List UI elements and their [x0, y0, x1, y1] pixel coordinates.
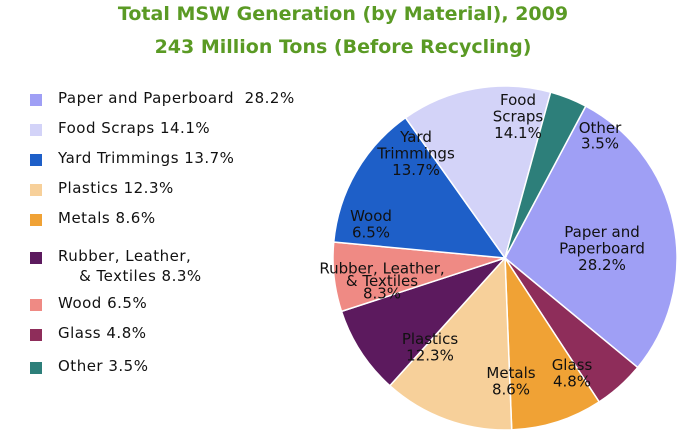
chart-title: Total MSW Generation (by Material), 2009	[117, 3, 569, 25]
legend-label: Other 3.5%	[58, 357, 149, 375]
legend-item-glass: Glass 4.8%	[30, 323, 360, 353]
pie-slice-other	[504, 91, 587, 259]
legend-item-rubber-leather-textiles: Rubber, Leather, & Textiles 8.3%	[30, 246, 360, 285]
legend-item-other: Other 3.5%	[30, 356, 360, 386]
pie-slice-paper-and-paperboard	[504, 105, 678, 369]
legend-label: Yard Trimmings 13.7%	[58, 149, 235, 167]
legend-label: Wood 6.5%	[58, 294, 148, 312]
legend-label: Plastics 12.3%	[58, 179, 174, 197]
legend-swatch	[30, 299, 42, 311]
legend-swatch	[30, 184, 42, 196]
legend-swatch	[30, 329, 42, 341]
legend-swatch	[30, 214, 42, 226]
pie-slice-yard-trimmings	[332, 116, 507, 259]
legend-swatch	[30, 154, 42, 166]
legend-label: Paper and Paperboard 28.2%	[58, 89, 295, 107]
legend-label: Rubber, Leather, & Textiles 8.3%	[58, 247, 202, 285]
legend-item-metals: Metals 8.6%	[30, 208, 360, 238]
legend-item-plastics: Plastics 12.3%	[30, 178, 360, 208]
slice-label-paper-and-paperboard: Paper and Paperboard 28.2%	[559, 223, 645, 274]
slice-label-plastics: Plastics 12.3%	[402, 330, 459, 365]
chart-subtitle: 243 Million Tons (Before Recycling)	[154, 36, 532, 58]
legend-item-wood: Wood 6.5%	[30, 293, 360, 323]
slice-label-other: Other 3.5%	[579, 119, 622, 152]
slice-label-food-scraps: Food Scraps 14.1%	[493, 91, 544, 142]
legend-item-food-scraps: Food Scraps 14.1%	[30, 118, 360, 148]
legend-label: Food Scraps 14.1%	[58, 119, 211, 137]
legend-swatch	[30, 124, 42, 136]
pie-slice-food-scraps	[404, 85, 552, 260]
legend-swatch	[30, 362, 42, 374]
slice-label-yard-trimmings: Yard Trimmings 13.7%	[376, 128, 455, 179]
slice-label-wood: Wood 6.5%	[350, 207, 392, 242]
legend-swatch	[30, 252, 42, 264]
legend-item-paper-and-paperboard: Paper and Paperboard 28.2%	[30, 88, 360, 118]
legend-label: Glass 4.8%	[58, 324, 147, 342]
pie-slice-rubber-leather-textiles	[340, 256, 508, 387]
legend-swatch	[30, 94, 42, 106]
slice-label-glass: Glass 4.8%	[552, 356, 593, 391]
legend-label: Metals 8.6%	[58, 209, 156, 227]
legend-item-yard-trimmings: Yard Trimmings 13.7%	[30, 148, 360, 178]
slice-label-rubber-leather-textiles: Rubber, Leather, & Textiles 8.3%	[319, 259, 444, 302]
slice-label-metals: Metals 8.6%	[486, 364, 535, 399]
